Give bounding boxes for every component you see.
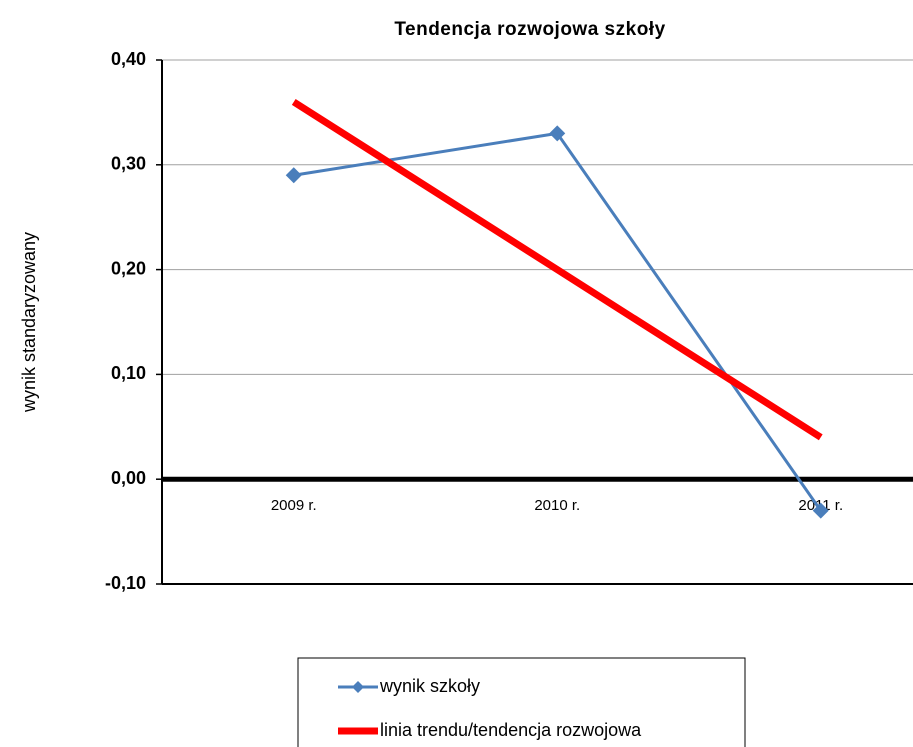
legend-label: linia trendu/tendencja rozwojowa (380, 720, 642, 740)
y-tick-label: -0,10 (105, 573, 146, 593)
y-tick-label: 0,20 (111, 258, 146, 278)
data-point (812, 502, 829, 519)
y-tick-label: 0,40 (111, 49, 146, 69)
legend-label: wynik szkoły (379, 676, 480, 696)
x-tick-label: 2009 r. (271, 497, 317, 514)
y-tick-label: 0,10 (111, 363, 146, 383)
series-line (293, 131, 822, 512)
y-tick-label: 0,30 (111, 154, 146, 174)
chart-title: Tendencja rozwojowa szkoły (394, 19, 665, 40)
legend-marker (352, 681, 364, 693)
y-axis-label: wynik standaryzowany (19, 232, 39, 413)
series-line (291, 98, 823, 441)
x-tick-label: 2010 r. (534, 497, 580, 514)
data-point (549, 125, 566, 142)
data-point (285, 167, 302, 184)
y-tick-label: 0,00 (111, 468, 146, 488)
